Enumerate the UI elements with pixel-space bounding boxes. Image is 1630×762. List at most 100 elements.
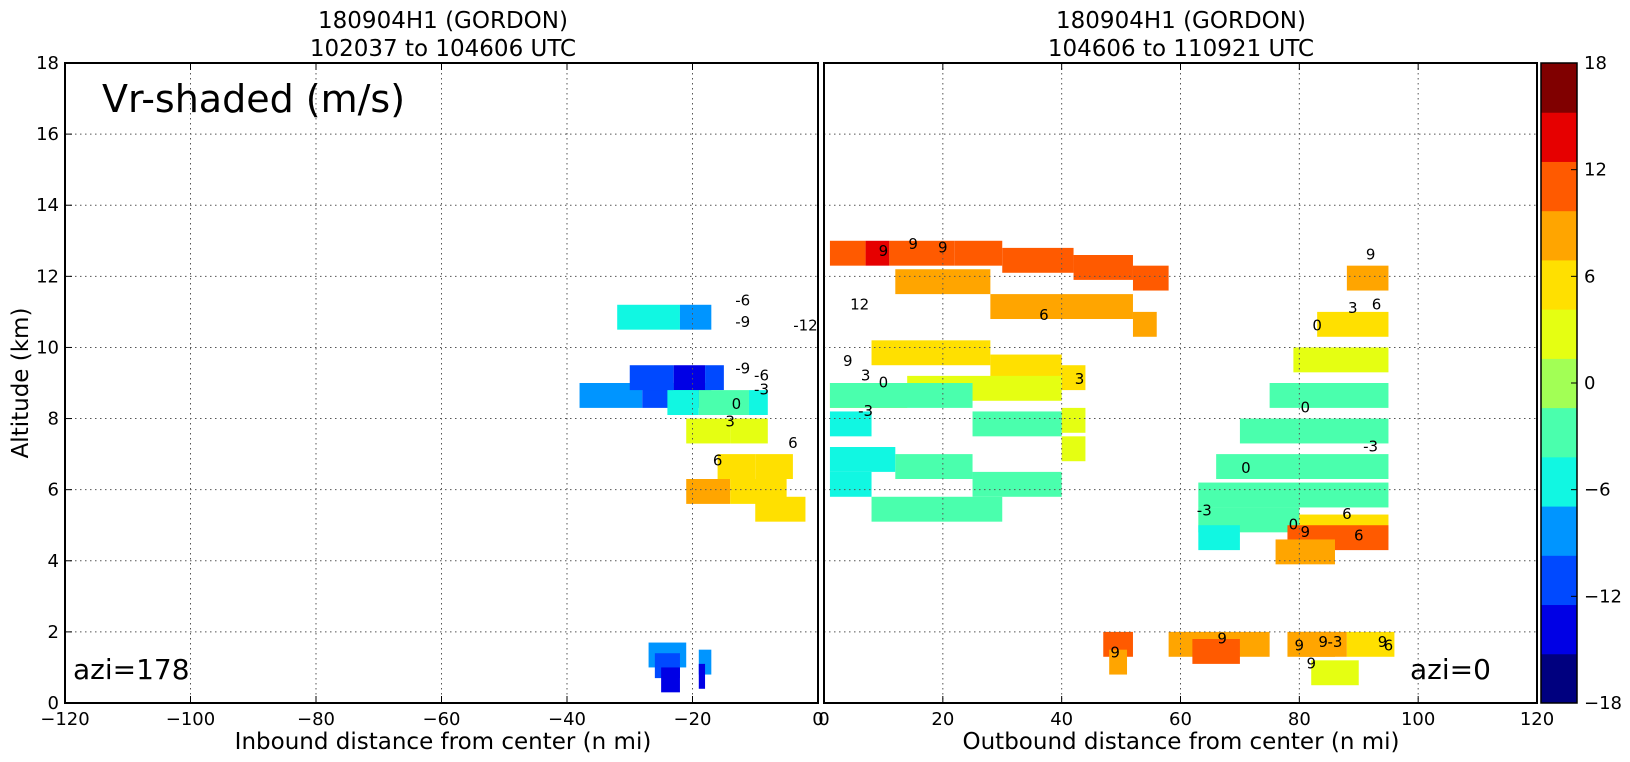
inbound-x-axis-label: Inbound distance from center (n mi) xyxy=(235,729,652,755)
vr-cell xyxy=(1061,365,1086,391)
shading-label: Vr-shaded (m/s) xyxy=(102,77,405,121)
x-tick-label: −60 xyxy=(423,709,461,730)
x-tick-label: 80 xyxy=(1288,709,1311,730)
contour-label: 9 xyxy=(908,235,918,253)
panel-inbound: 180904H1 (GORDON) 102037 to 104606 UTC -… xyxy=(8,8,824,755)
contour-label: 9 xyxy=(1301,523,1311,541)
vr-cell xyxy=(755,496,806,522)
vr-cell xyxy=(686,418,731,444)
vr-cell xyxy=(895,454,973,479)
panel-outbound-title: 180904H1 (GORDON) xyxy=(1056,8,1306,34)
x-tick-label: 120 xyxy=(1520,709,1554,730)
vr-cell xyxy=(1132,311,1157,337)
contour-label: -6 xyxy=(735,292,750,310)
x-tick-label: −20 xyxy=(674,709,712,730)
vr-cell xyxy=(617,304,680,330)
vr-cell xyxy=(673,365,706,391)
outbound-azimuth-label: azi=0 xyxy=(1410,653,1491,686)
y-tick-label: 16 xyxy=(36,124,59,145)
colorbar-tick-label: 18 xyxy=(1584,53,1607,74)
vr-cell xyxy=(954,240,1003,266)
contour-label: 9 xyxy=(1366,246,1376,264)
panel-inbound-title: 180904H1 (GORDON) xyxy=(318,8,568,34)
panel-inbound-subtitle: 102037 to 104606 UTC xyxy=(310,36,576,62)
panel-outbound-subtitle: 104606 to 110921 UTC xyxy=(1048,36,1314,62)
y-tick-label: 14 xyxy=(36,195,59,216)
x-tick-label: 0 xyxy=(812,709,823,730)
vr-cell xyxy=(1061,436,1086,462)
y-tick-label: 8 xyxy=(48,409,59,430)
y-tick-label: 2 xyxy=(48,622,59,643)
vr-cell xyxy=(895,269,991,295)
vr-cell xyxy=(686,479,731,504)
outbound-x-ticks: 0 20 40 60 80 100 120 xyxy=(818,63,1554,730)
vr-cell xyxy=(629,365,674,391)
inbound-azimuth-label: azi=178 xyxy=(73,653,190,686)
contour-label: 6 xyxy=(1342,505,1352,523)
contour-label: 0 xyxy=(1241,459,1251,477)
y-tick-label: 18 xyxy=(36,53,59,74)
contour-label: -3 xyxy=(1363,438,1378,456)
contour-label: 9 xyxy=(1306,654,1316,672)
vr-cell xyxy=(1132,265,1169,291)
vr-cell xyxy=(1311,660,1359,686)
colorbar-bin xyxy=(1541,309,1577,359)
vr-cell xyxy=(1073,255,1133,280)
contour-label: -3 xyxy=(754,381,769,399)
vr-cell xyxy=(1109,649,1128,675)
y-tick-label: 0 xyxy=(48,693,59,714)
colorbar-tick-label: −18 xyxy=(1584,693,1622,714)
vr-cell xyxy=(972,471,1062,497)
contour-label: 3 xyxy=(861,366,871,384)
colorbar-bin xyxy=(1541,555,1577,606)
contour-label: 12 xyxy=(850,295,869,313)
contour-label: 3 xyxy=(1075,370,1085,388)
contour-label: 3 xyxy=(725,413,735,431)
vr-cell xyxy=(1317,311,1389,337)
contour-label: 6 xyxy=(1384,637,1394,655)
colorbar-bin xyxy=(1541,653,1577,704)
colorbar-ticks: 18 12 6 0 −6 −12 −18 xyxy=(1571,53,1622,714)
vr-cell xyxy=(679,304,712,330)
vr-cell xyxy=(1346,631,1395,657)
colorbar-bin xyxy=(1541,210,1577,261)
inbound-x-ticks: −120 −100 −80 −60 −40 −20 0 xyxy=(40,63,824,730)
colorbar-bin xyxy=(1541,506,1577,556)
y-tick-label: 12 xyxy=(36,266,59,287)
colorbar-tick-label: 6 xyxy=(1584,266,1595,287)
colorbar-tick-label: 0 xyxy=(1584,373,1595,394)
vr-cell xyxy=(889,240,955,266)
vr-cell xyxy=(698,663,706,689)
colorbar-bin xyxy=(1541,112,1577,162)
colorbar-bin xyxy=(1541,456,1577,507)
vr-cell xyxy=(990,294,1133,319)
colorbar-tick-label: 12 xyxy=(1584,160,1607,181)
panel-outbound: 180904H1 (GORDON) 104606 to 110921 UTC 9… xyxy=(818,8,1554,755)
vr-cell xyxy=(705,365,724,391)
x-tick-label: 60 xyxy=(1169,709,1192,730)
contour-label: 9 xyxy=(1110,644,1120,662)
vr-cell xyxy=(829,471,872,497)
x-tick-label: 0 xyxy=(818,709,829,730)
vr-cell xyxy=(698,390,749,415)
vr-cell xyxy=(1216,454,1389,479)
colorbar-bin xyxy=(1541,63,1577,113)
contour-label: 9 xyxy=(1378,633,1388,651)
contour-label: 6 xyxy=(1372,295,1382,313)
vr-cell xyxy=(829,411,872,437)
contour-label: -3 xyxy=(1327,633,1342,651)
vr-cell xyxy=(730,418,768,444)
contour-label: -6 xyxy=(754,366,769,384)
contour-label: 0 xyxy=(1301,398,1311,416)
vr-cell xyxy=(1198,482,1389,508)
colorbar-bin xyxy=(1541,407,1577,458)
contour-label: -9 xyxy=(735,313,750,331)
colorbar-tick-label: −6 xyxy=(1584,480,1611,501)
vr-cell xyxy=(1198,525,1240,551)
contour-label: 0 xyxy=(732,395,742,413)
contour-label: 0 xyxy=(1312,317,1322,335)
colorbar-tick-label: −12 xyxy=(1584,586,1622,607)
contour-label: 0 xyxy=(879,374,889,392)
x-tick-label: −40 xyxy=(548,709,586,730)
